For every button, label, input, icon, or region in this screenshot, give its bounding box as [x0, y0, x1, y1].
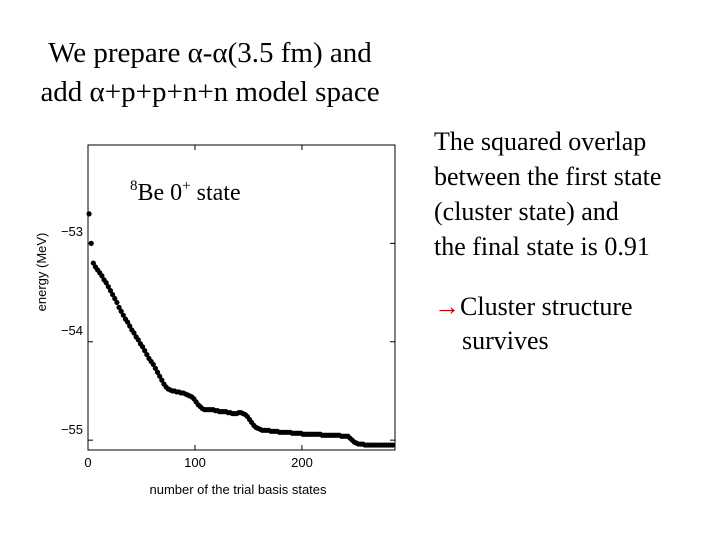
x-axis-label: number of the trial basis states [149, 482, 327, 497]
data-point [144, 351, 150, 358]
conclusion: →Cluster structure survives [434, 290, 714, 358]
overlap-note: The squared overlap between the first st… [434, 124, 714, 264]
data-point [157, 373, 163, 379]
data-point [142, 348, 148, 354]
note-line-4: the final state is 0.91 [434, 232, 650, 261]
annotation-suffix: state [191, 180, 241, 206]
arrow-right-icon: → [434, 292, 460, 321]
data-point [86, 211, 92, 217]
annotation-state: 0 [164, 180, 182, 206]
y-tick-label-55: −55 [61, 422, 83, 437]
plot-frame [87, 144, 396, 451]
data-point [139, 344, 146, 350]
x-tick-label-0: 0 [84, 455, 91, 470]
annotation-element: Be [138, 180, 165, 206]
data-point [131, 330, 137, 336]
conclusion-line-1: Cluster structure [460, 292, 633, 321]
data-point [127, 323, 133, 329]
data-points [86, 211, 396, 448]
state-annotation: 8Be 0+ state [130, 178, 241, 206]
annotation-mass-number: 8 [130, 178, 138, 194]
data-point [107, 288, 114, 294]
y-tick-label-54: −54 [61, 323, 83, 338]
data-point [105, 284, 111, 290]
note-line-3: (cluster state) and [434, 197, 619, 226]
data-point [99, 273, 105, 279]
data-point [120, 312, 126, 318]
data-point [110, 291, 116, 298]
data-point [103, 280, 109, 286]
x-tick-label-200: 200 [291, 455, 313, 470]
x-tick-label-100: 100 [184, 455, 206, 470]
data-point [90, 260, 96, 266]
note-line-2: between the first state [434, 162, 662, 191]
data-point [152, 365, 158, 371]
data-point [88, 240, 94, 246]
data-point [150, 361, 156, 368]
title-line-2: add α+p+p+n+n model space [40, 76, 380, 108]
data-point [154, 369, 161, 375]
data-point [114, 299, 120, 306]
data-point [118, 308, 124, 314]
data-point [124, 319, 131, 325]
conclusion-line-2: survives [462, 326, 549, 355]
data-point [135, 337, 141, 343]
note-line-1: The squared overlap [434, 127, 647, 156]
y-tick-label-53: −53 [61, 224, 83, 239]
data-point [390, 442, 396, 448]
data-point [116, 304, 122, 310]
data-point [112, 295, 118, 302]
y-axis-label: energy (MeV) [34, 233, 49, 312]
title-line-1: We prepare α-α(3.5 fm) and [48, 37, 372, 69]
annotation-parity: + [182, 178, 190, 194]
slide-title: We prepare α-α(3.5 fm) and add α+p+p+n+n… [0, 34, 420, 112]
data-point [159, 377, 165, 383]
